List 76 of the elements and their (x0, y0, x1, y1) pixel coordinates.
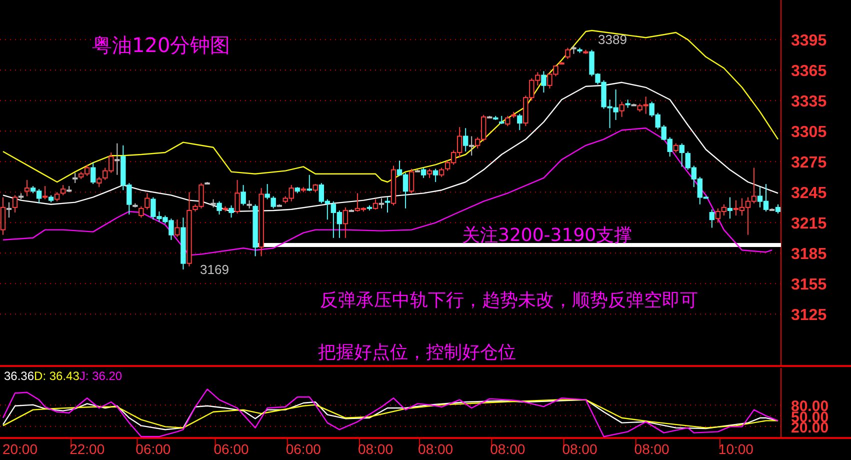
candlestick (138, 206, 144, 218)
candlestick (72, 172, 78, 184)
x-tick-label: 06:00 (214, 441, 250, 457)
candlestick (709, 208, 715, 228)
candlestick (6, 202, 12, 218)
candlestick (565, 47, 570, 60)
candlestick (24, 179, 30, 197)
y-tick-label: 3275 (791, 154, 827, 172)
candlestick (426, 168, 432, 178)
candlestick (270, 196, 276, 209)
candlestick (96, 176, 102, 188)
line-series (2, 388, 779, 438)
y-tick-label: 3335 (791, 94, 827, 111)
candlestick (12, 194, 18, 213)
y-tick-label: 3215 (791, 216, 827, 233)
candlestick (462, 128, 468, 152)
y-tick-label: 3185 (791, 246, 827, 264)
candlestick (342, 206, 348, 238)
candlestick (673, 142, 678, 154)
x-tick-label: 08:00 (418, 441, 454, 457)
y-tick-label: 3305 (791, 124, 827, 142)
candlestick (42, 186, 48, 200)
x-tick-label: 08:00 (634, 441, 670, 457)
annotation: 3389 (598, 32, 627, 47)
x-tick-label: 06:00 (136, 441, 171, 457)
x-tick-label: 22:00 (70, 441, 105, 457)
x-tick-label: 08:00 (358, 441, 394, 457)
y-tick-label: 3125 (791, 307, 827, 324)
x-tick-label: 08:00 (490, 441, 526, 457)
annotation: 3169 (200, 262, 229, 277)
candlestick (541, 70, 546, 94)
candlestick (775, 204, 781, 214)
x-tick-label: 10:00 (718, 441, 754, 457)
annotation: 反弹承压中轨下行，趋势未改，顺势反弹空即可 (320, 290, 698, 311)
candlestick (408, 168, 414, 194)
line-series (2, 128, 773, 256)
candlestick (60, 184, 66, 196)
series-label: 36.36 (4, 369, 34, 383)
candlestick (372, 198, 378, 210)
line-series (2, 30, 779, 183)
candlestick (240, 184, 246, 206)
candlestick (727, 196, 733, 220)
x-tick-label: 06:00 (286, 441, 322, 457)
series-label: J: 36.20 (79, 369, 122, 383)
candlestick (438, 167, 444, 178)
y-tick-label: 3245 (791, 185, 827, 202)
candlestick (384, 196, 390, 213)
candlestick (378, 198, 384, 209)
ref-line-label: 关注3200-3190支撑 (462, 225, 632, 246)
candlestick (432, 168, 438, 182)
candlestick (679, 142, 684, 168)
annotation: 把握好点位，控制好仓位 (318, 342, 516, 363)
candlestick (306, 174, 312, 192)
candlestick (517, 113, 522, 131)
candlestick (228, 204, 234, 218)
candlestick (505, 115, 510, 127)
line-series (2, 82, 779, 212)
candlestick (144, 192, 150, 210)
candlestick (234, 179, 240, 214)
text: 粤油120分钟图 (92, 33, 230, 57)
candlestick (54, 192, 60, 202)
candlestick (264, 184, 270, 200)
y-tick-label: 3365 (791, 63, 827, 80)
candlestick (420, 167, 426, 178)
candlestick (114, 142, 120, 176)
candlestick (619, 101, 624, 118)
x-tick-label: 08:00 (562, 441, 598, 457)
x-tick-label: 20:00 (2, 441, 38, 457)
candlestick (469, 136, 474, 156)
y-tick-label: 3395 (791, 32, 827, 50)
candlestick (0, 196, 6, 236)
candlestick (174, 219, 180, 238)
candlestick (90, 162, 96, 185)
candlestick (216, 200, 222, 216)
text: D: 36.43 (34, 369, 80, 383)
y-tick-label: 3155 (791, 276, 827, 294)
